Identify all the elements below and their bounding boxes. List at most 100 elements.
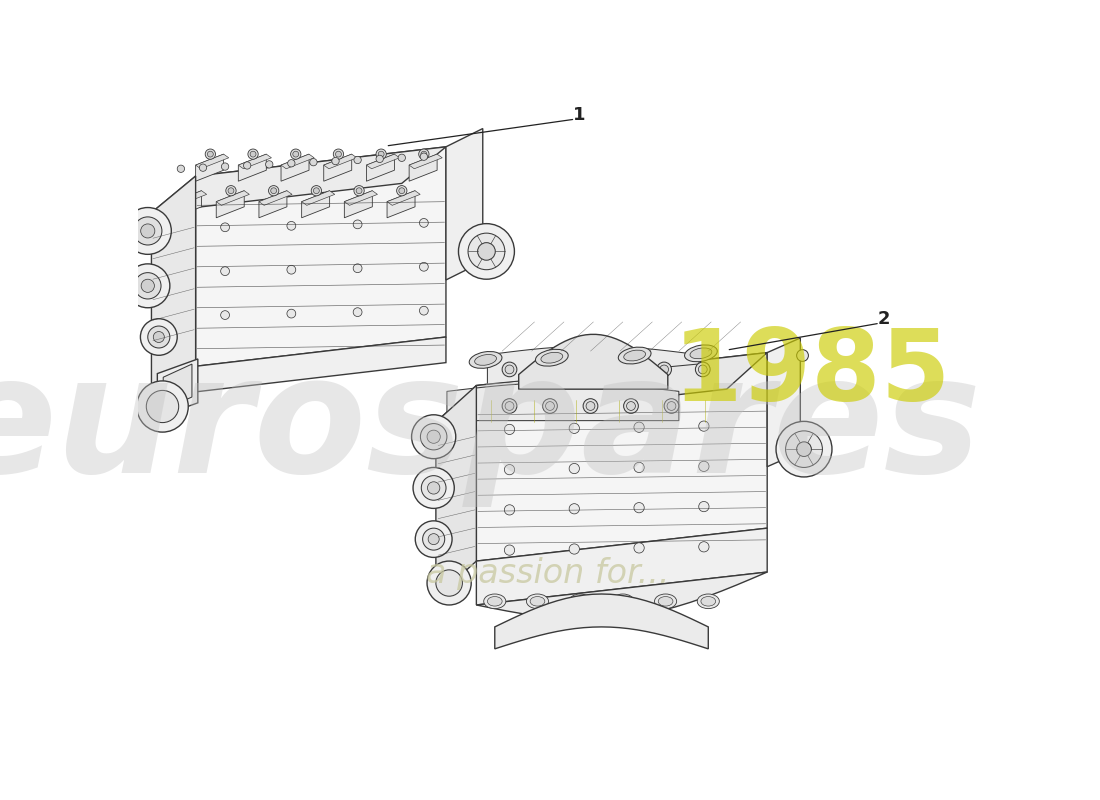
Circle shape [141,224,155,238]
Ellipse shape [658,597,673,606]
Circle shape [421,476,446,500]
Circle shape [290,149,301,159]
Polygon shape [196,154,229,169]
Circle shape [177,165,185,173]
Circle shape [657,362,671,377]
Circle shape [618,362,632,377]
Circle shape [420,423,447,450]
Circle shape [427,561,471,605]
Polygon shape [344,190,377,206]
Circle shape [133,217,162,245]
Ellipse shape [487,597,502,606]
Ellipse shape [573,597,587,606]
Polygon shape [280,154,309,182]
Ellipse shape [701,597,716,606]
Polygon shape [366,154,399,169]
Ellipse shape [616,597,630,606]
Circle shape [504,505,515,515]
Circle shape [221,266,230,275]
Circle shape [695,362,711,377]
Circle shape [698,542,710,552]
Circle shape [268,186,278,196]
Circle shape [310,158,317,166]
Circle shape [504,424,515,434]
Circle shape [354,186,364,196]
Circle shape [293,151,299,157]
Circle shape [311,186,321,196]
Circle shape [422,528,444,550]
Circle shape [505,402,514,410]
Circle shape [459,224,515,279]
Polygon shape [174,190,201,218]
Ellipse shape [470,351,502,368]
Circle shape [271,188,276,194]
Circle shape [541,362,556,377]
Circle shape [226,186,236,196]
Ellipse shape [697,594,719,609]
Polygon shape [436,353,767,422]
Circle shape [336,151,341,157]
Circle shape [569,423,580,434]
Polygon shape [217,190,250,206]
Polygon shape [519,334,668,389]
Circle shape [785,431,823,467]
Text: 1: 1 [573,106,585,124]
Circle shape [185,188,191,194]
Circle shape [428,482,440,494]
Circle shape [354,156,361,164]
Polygon shape [196,154,223,182]
Polygon shape [258,190,287,218]
Polygon shape [152,176,196,403]
Circle shape [248,149,258,159]
Circle shape [502,362,517,377]
Ellipse shape [618,347,651,364]
Circle shape [419,218,428,227]
Circle shape [477,242,495,260]
Circle shape [427,430,440,443]
Circle shape [634,462,645,473]
Circle shape [146,390,178,422]
Circle shape [208,151,213,157]
Circle shape [356,188,362,194]
Polygon shape [157,359,198,418]
Circle shape [221,223,230,232]
Polygon shape [239,154,266,182]
Circle shape [796,350,808,362]
Circle shape [634,422,645,432]
Circle shape [698,502,710,512]
Polygon shape [476,353,767,561]
Polygon shape [174,190,207,206]
Circle shape [243,162,251,169]
Circle shape [221,310,230,319]
Circle shape [288,160,295,167]
Circle shape [353,264,362,273]
Circle shape [153,331,164,342]
Circle shape [419,306,428,315]
Circle shape [569,463,580,474]
Circle shape [183,186,194,196]
Circle shape [124,207,172,254]
Circle shape [134,273,161,299]
Polygon shape [409,154,437,182]
Ellipse shape [624,350,646,361]
Circle shape [660,365,669,374]
Circle shape [462,398,476,414]
Circle shape [419,149,429,159]
Circle shape [698,421,710,431]
Circle shape [624,398,638,414]
Circle shape [228,188,234,194]
Ellipse shape [569,594,591,609]
Circle shape [265,161,273,168]
Polygon shape [487,346,700,384]
Circle shape [397,186,407,196]
Text: a passion for...: a passion for... [427,557,670,590]
Circle shape [125,264,169,308]
Circle shape [376,149,386,159]
Circle shape [664,398,679,414]
Circle shape [250,151,256,157]
Circle shape [634,542,645,553]
Polygon shape [476,528,767,605]
Polygon shape [409,154,442,169]
Polygon shape [163,364,191,410]
Circle shape [468,233,505,270]
